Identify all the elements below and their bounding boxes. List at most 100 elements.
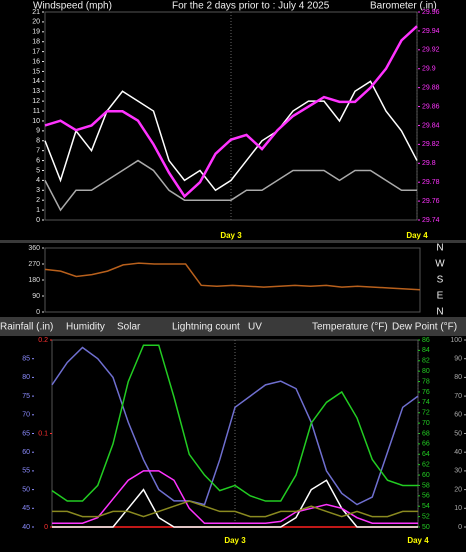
y-tick-label: 20 <box>32 19 40 26</box>
y-tick-label: 3 <box>36 187 40 194</box>
legend-label: Humidity <box>66 322 105 333</box>
y4-tick-label: 20 <box>454 486 462 493</box>
y4-tick-label: 70 <box>454 393 462 400</box>
y-tick-label: 13 <box>32 88 40 95</box>
y4-tick-label: 10 <box>454 505 462 512</box>
y-tick-label: 60 <box>22 449 30 456</box>
y-tick-label: 40 <box>22 524 30 531</box>
y3-tick-label: 0.1 <box>38 430 48 437</box>
y4-tick-label: 90 <box>454 356 462 363</box>
y-tick-label: 50 <box>22 486 30 493</box>
chart-title: For the 2 days prior to : July 4 2025 <box>172 1 330 12</box>
y4-tick-label: 30 <box>454 468 462 475</box>
wind-panel <box>0 0 466 240</box>
y2-tick-label: 56 <box>422 493 430 500</box>
y2-tick-label: 50 <box>422 524 430 531</box>
y2-tick-label: 70 <box>422 420 430 427</box>
y3-tick-label: 0 <box>44 524 48 531</box>
y-tick-label: 90 <box>32 293 40 300</box>
wind-axis-title: Windspeed (mph) <box>33 1 112 12</box>
y2-tick-label: 29.74 <box>422 217 440 224</box>
x-tick-label: Day 3 <box>224 536 246 545</box>
series-line <box>52 470 418 525</box>
y-tick-label: 18 <box>32 39 40 46</box>
y4-tick-label: 40 <box>454 449 462 456</box>
y-tick-label: 0 <box>36 309 40 316</box>
x-tick-label: Day 4 <box>406 231 428 240</box>
y-tick-label: 9 <box>36 128 40 135</box>
y2-tick-label: 76 <box>422 389 430 396</box>
y2-tick-label: 72 <box>422 410 430 417</box>
y2-tick-label: 60 <box>422 472 430 479</box>
y4-tick-label: 60 <box>454 412 462 419</box>
y2-tick-label: 29.96 <box>422 9 440 16</box>
direction-label: S <box>437 275 444 286</box>
y2-tick-label: 29.86 <box>422 103 440 110</box>
y2-tick-label: 29.94 <box>422 28 440 35</box>
legend-label: Solar <box>117 322 141 333</box>
direction-label: N <box>436 243 443 254</box>
y-tick-label: 360 <box>28 245 40 252</box>
barometer-axis-title: Barometer (.in) <box>370 1 437 12</box>
y2-tick-label: 66 <box>422 441 430 448</box>
header-strip <box>0 320 466 336</box>
y2-tick-label: 74 <box>422 399 430 406</box>
y2-tick-label: 29.78 <box>422 179 440 186</box>
y4-tick-label: 100 <box>450 337 462 344</box>
y4-tick-label: 0 <box>458 524 462 531</box>
y2-tick-label: 84 <box>422 347 430 354</box>
y2-tick-label: 52 <box>422 513 430 520</box>
legend-label: Temperature (°F) <box>312 322 388 333</box>
y-tick-label: 2 <box>36 197 40 204</box>
y2-tick-label: 29.76 <box>422 198 440 205</box>
y2-tick-label: 29.84 <box>422 122 440 129</box>
y-tick-label: 70 <box>22 412 30 419</box>
x-tick-label: Day 3 <box>220 231 242 240</box>
y2-tick-label: 86 <box>422 337 430 344</box>
series-line <box>44 159 417 212</box>
y-tick-label: 16 <box>32 58 40 65</box>
y4-tick-label: 80 <box>454 374 462 381</box>
y2-tick-label: 54 <box>422 503 430 510</box>
y-tick-label: 55 <box>22 468 30 475</box>
direction-label: E <box>437 291 444 302</box>
x-tick-label: Day 4 <box>407 536 429 545</box>
y-tick-label: 80 <box>22 374 30 381</box>
y2-tick-label: 29.82 <box>422 141 440 148</box>
direction-panel <box>0 243 466 317</box>
y-tick-label: 85 <box>22 356 30 363</box>
y2-tick-label: 58 <box>422 482 430 489</box>
y-tick-label: 11 <box>33 108 40 115</box>
direction-label: N <box>436 307 443 318</box>
y-tick-label: 8 <box>36 138 40 145</box>
series-line <box>51 346 419 506</box>
series-line <box>44 262 421 291</box>
y-tick-label: 6 <box>36 157 40 164</box>
y-tick-label: 270 <box>28 261 40 268</box>
y2-tick-label: 68 <box>422 430 430 437</box>
y2-tick-label: 29.88 <box>422 84 440 91</box>
y-tick-label: 45 <box>22 505 30 512</box>
y2-tick-label: 29.9 <box>422 66 436 73</box>
y-tick-label: 5 <box>36 167 40 174</box>
y2-tick-label: 78 <box>422 378 430 385</box>
y3-tick-label: 0.2 <box>38 337 48 344</box>
y2-tick-label: 29.92 <box>422 47 440 54</box>
y4-tick-label: 50 <box>454 430 462 437</box>
y-tick-label: 75 <box>22 393 30 400</box>
y-tick-label: 1 <box>36 207 40 214</box>
y-tick-label: 65 <box>22 430 30 437</box>
legend-label: Dew Point (°F) <box>392 322 457 333</box>
temperature-panel <box>0 320 466 552</box>
y2-tick-label: 62 <box>422 462 430 469</box>
y-tick-label: 19 <box>32 29 40 36</box>
y-tick-label: 15 <box>32 68 40 75</box>
plot-frame <box>44 247 421 313</box>
series-line <box>51 344 418 502</box>
y2-tick-label: 29.8 <box>422 160 436 167</box>
y-tick-label: 10 <box>32 118 40 125</box>
y2-tick-label: 64 <box>422 451 430 458</box>
series-line <box>44 25 418 199</box>
series-line <box>52 479 418 528</box>
